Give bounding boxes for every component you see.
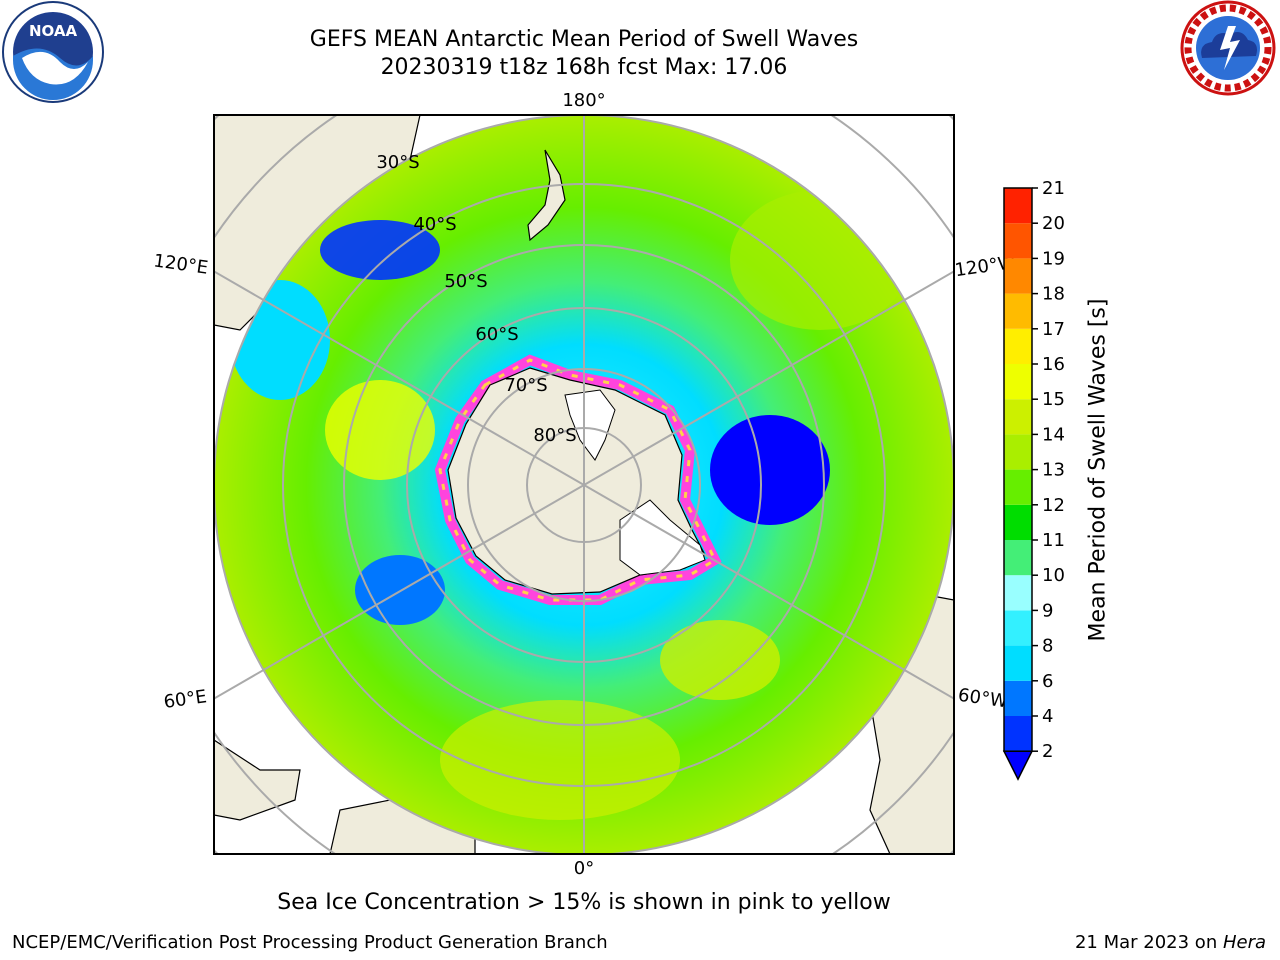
colorbar-tick-label: 9 [1042, 600, 1053, 621]
colorbar-tick-label: 11 [1042, 530, 1065, 551]
graticule [214, 115, 954, 854]
lat-label-80s: 80°S [533, 425, 576, 446]
colorbar-segment [1004, 223, 1032, 259]
colorbar-segment [1004, 469, 1032, 505]
nws-logo-icon [1180, 0, 1276, 96]
colorbar-tick-label: 4 [1042, 706, 1053, 727]
colorbar-segment [1004, 399, 1032, 435]
colorbar-tick-label: 17 [1042, 319, 1065, 340]
footer-host: Hera [1222, 932, 1266, 953]
lat-label-40s: 40°S [413, 214, 456, 235]
footer-date: 21 Mar 2023 on Hera [1075, 932, 1266, 953]
lon-label-60e: 60°E [162, 686, 208, 713]
sea-ice-caption: Sea Ice Concentration > 15% is shown in … [277, 890, 891, 915]
colorbar-tick-label: 20 [1042, 213, 1065, 234]
colorbar-tick-label: 2 [1042, 741, 1053, 762]
lon-label-180: 180° [562, 90, 605, 111]
colorbar: 2 4 6 8 9 10 11 12 13 14 15 16 17 18 19 20 21 [1002, 178, 1065, 781]
colorbar-segment [1004, 293, 1032, 329]
colorbar-segment [1004, 504, 1032, 540]
colorbar-segment [1004, 434, 1032, 470]
colorbar-segment [1004, 716, 1032, 752]
swell-period-field [214, 115, 954, 854]
noaa-logo-text: NOAA [29, 22, 78, 40]
lat-label-60s: 60°S [475, 324, 518, 345]
colorbar-segment [1004, 328, 1032, 364]
colorbar-segment [1004, 540, 1032, 576]
colorbar-segment [1004, 645, 1032, 681]
chart-subtitle: 20230319 t18z 168h fcst Max: 17.06 [380, 55, 788, 80]
colorbar-tick-label: 18 [1042, 284, 1065, 305]
colorbar-tick-label: 15 [1042, 389, 1065, 410]
colorbar-tick-label: 19 [1042, 248, 1065, 269]
colorbar-tick-label: 13 [1042, 460, 1065, 481]
footer-date-text: 21 Mar 2023 on [1074, 932, 1223, 953]
lat-label-50s: 50°S [444, 271, 487, 292]
colorbar-segment [1004, 610, 1032, 646]
colorbar-segment [1004, 364, 1032, 400]
chart-title: GEFS MEAN Antarctic Mean Period of Swell… [309, 27, 859, 52]
lat-label-30s: 30°S [376, 152, 419, 173]
colorbar-tick-label: 12 [1042, 495, 1065, 516]
lon-label-0: 0° [574, 858, 594, 879]
colorbar-label: Mean Period of Swell Waves [s] [1085, 298, 1111, 642]
colorbar-segment [1004, 680, 1032, 716]
map-frame [213, 114, 955, 855]
colorbar-tick-label: 16 [1042, 354, 1065, 375]
lon-label-120e: 120°E [152, 250, 209, 278]
lat-label-70s: 70°S [504, 375, 547, 396]
colorbar-tick-label: 10 [1042, 565, 1065, 586]
colorbar-tick-label: 8 [1042, 636, 1053, 657]
colorbar-tick-label: 21 [1042, 178, 1065, 199]
colorbar-segment [1004, 188, 1032, 224]
colorbar-segment [1004, 258, 1032, 294]
noaa-logo-icon: NOAA [2, 1, 104, 103]
colorbar-extend-triangle [1002, 750, 1034, 781]
colorbar-tick-label: 6 [1042, 671, 1053, 692]
colorbar-segment [1004, 575, 1032, 611]
footer-credit: NCEP/EMC/Verification Post Processing Pr… [12, 932, 608, 953]
colorbar-tick-label: 14 [1042, 424, 1065, 445]
